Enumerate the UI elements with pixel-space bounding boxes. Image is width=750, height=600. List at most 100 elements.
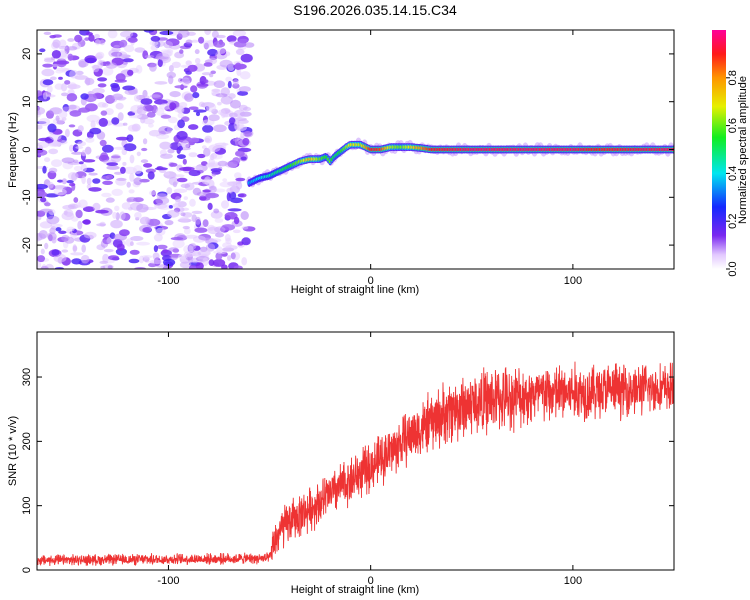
noise-blob bbox=[234, 136, 240, 146]
colorbar-label: Normalized spectral amplitude bbox=[737, 76, 749, 224]
noise-blob bbox=[37, 261, 42, 269]
noise-blob bbox=[242, 137, 250, 146]
noise-blob bbox=[202, 257, 209, 267]
noise-blob bbox=[188, 124, 199, 130]
noise-blob bbox=[187, 64, 198, 72]
noise-blob bbox=[174, 107, 184, 113]
noise-blob bbox=[100, 110, 108, 116]
noise-blob bbox=[119, 229, 130, 237]
noise-blob bbox=[100, 265, 106, 269]
noise-blob bbox=[139, 216, 151, 225]
noise-blob bbox=[208, 144, 221, 153]
noise-blob bbox=[113, 44, 121, 48]
noise-blob bbox=[53, 253, 67, 263]
noise-blob bbox=[92, 87, 105, 94]
y-tick-label: -10 bbox=[21, 189, 33, 205]
noise-blob bbox=[194, 49, 200, 55]
noise-blob bbox=[185, 39, 193, 45]
noise-blob bbox=[113, 146, 126, 150]
noise-blob bbox=[242, 106, 252, 112]
figure-title: S196.2026.035.14.15.C34 bbox=[293, 2, 457, 18]
noise-blob bbox=[84, 77, 95, 86]
noise-blob bbox=[147, 218, 161, 226]
noise-blob bbox=[65, 128, 70, 138]
noise-blob bbox=[133, 197, 144, 203]
noise-blob bbox=[204, 30, 212, 36]
noise-blob bbox=[136, 106, 147, 115]
noise-blob bbox=[168, 247, 179, 252]
noise-blob bbox=[222, 242, 232, 249]
noise-blob bbox=[179, 216, 190, 222]
noise-blob bbox=[208, 238, 222, 243]
noise-blob bbox=[102, 66, 114, 76]
noise-blob bbox=[235, 150, 245, 157]
noise-blob bbox=[111, 84, 121, 92]
noise-blob bbox=[85, 137, 95, 143]
noise-blob bbox=[160, 153, 173, 159]
colorbar-tick-label: 0.2 bbox=[727, 214, 739, 229]
noise-blob bbox=[192, 187, 202, 196]
colorbar-tick-label: 0.4 bbox=[727, 166, 739, 181]
noise-blob bbox=[48, 234, 53, 242]
noise-blob bbox=[40, 208, 53, 214]
noise-blob bbox=[88, 172, 98, 176]
noise-blob bbox=[119, 39, 128, 48]
noise-blob bbox=[168, 65, 174, 72]
noise-blob bbox=[219, 181, 234, 188]
noise-blob bbox=[150, 35, 161, 42]
noise-blob bbox=[209, 73, 214, 78]
noise-blob bbox=[190, 85, 198, 93]
noise-blob bbox=[178, 102, 188, 108]
noise-blob bbox=[97, 77, 108, 82]
noise-blob bbox=[85, 57, 97, 64]
noise-blob bbox=[90, 120, 96, 129]
noise-blob bbox=[198, 101, 205, 108]
noise-blob bbox=[64, 209, 74, 217]
noise-blob bbox=[48, 167, 58, 174]
noise-blob bbox=[97, 102, 107, 108]
noise-blob bbox=[170, 237, 184, 241]
noise-blob bbox=[152, 252, 160, 260]
noise-blob bbox=[71, 172, 78, 182]
noise-blob bbox=[110, 154, 122, 163]
noise-blob bbox=[221, 200, 229, 209]
noise-blob bbox=[191, 39, 199, 43]
noise-blob bbox=[168, 176, 179, 186]
noise-blob bbox=[175, 199, 181, 206]
noise-blob bbox=[124, 89, 138, 96]
noise-blob bbox=[71, 216, 79, 222]
noise-blob bbox=[182, 225, 190, 230]
noise-blob bbox=[208, 259, 215, 266]
snr-axes: -100 0 100 0 100 200 300 bbox=[21, 332, 674, 587]
noise-blob bbox=[89, 127, 102, 135]
noise-blob bbox=[195, 111, 201, 117]
noise-blob bbox=[80, 93, 89, 100]
noise-blob bbox=[217, 101, 222, 106]
noise-blob bbox=[61, 178, 67, 185]
noise-blob bbox=[74, 34, 83, 43]
noise-blob bbox=[47, 181, 54, 189]
ridge-blobs bbox=[246, 137, 674, 188]
noise-blob bbox=[78, 161, 84, 165]
noise-blob bbox=[216, 246, 223, 254]
noise-blob bbox=[51, 50, 62, 59]
noise-blob bbox=[203, 147, 211, 157]
spectrogram-xlabel: Height of straight line (km) bbox=[291, 284, 419, 296]
noise-blob bbox=[37, 106, 46, 115]
noise-blob bbox=[197, 250, 211, 257]
y-tick-label: 0 bbox=[21, 146, 33, 152]
noise-blob bbox=[41, 68, 55, 77]
noise-blob bbox=[128, 258, 140, 264]
noise-blob bbox=[126, 134, 134, 142]
noise-blob bbox=[155, 227, 166, 236]
noise-blob bbox=[153, 245, 158, 253]
noise-blob bbox=[232, 229, 241, 234]
noise-blob bbox=[57, 179, 64, 183]
noise-blob bbox=[94, 39, 101, 46]
noise-blob bbox=[81, 175, 86, 185]
noise-blob bbox=[148, 190, 156, 196]
noise-blob bbox=[88, 34, 95, 42]
noise-blobs bbox=[37, 30, 256, 269]
noise-blob bbox=[240, 211, 249, 220]
